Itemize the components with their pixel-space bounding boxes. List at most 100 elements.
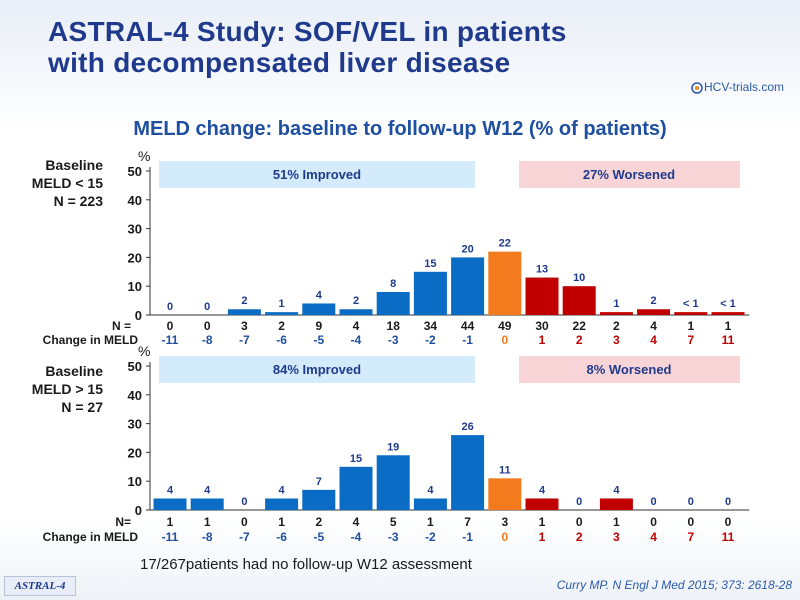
n-value: 5	[390, 515, 397, 529]
y-tick-label: 10	[128, 474, 142, 489]
x-tick-label: 7	[687, 333, 694, 347]
slide-title: ASTRAL-4 Study: SOF/VEL in patients with…	[48, 16, 567, 78]
n-value: 0	[167, 319, 174, 333]
x-tick-label: 2	[576, 530, 583, 544]
bar-value-label: 2	[241, 295, 247, 307]
bar-value-label: 0	[725, 496, 731, 508]
worsened-label: 8% Worsened	[586, 362, 671, 377]
y-axis-unit-label: %	[138, 148, 150, 164]
x-tick-label: -5	[313, 333, 324, 347]
worsened-label: 27% Worsened	[583, 167, 675, 182]
bar	[488, 478, 522, 510]
n-value: 2	[278, 319, 285, 333]
top-chart-side-label: Baseline MELD < 15 N = 223	[0, 156, 103, 210]
bar-value-label: 2	[353, 295, 359, 307]
x-tick-label: -6	[276, 333, 287, 347]
bar-value-label: 0	[167, 301, 173, 313]
n-value: 0	[204, 319, 211, 333]
n-value: 1	[204, 515, 211, 529]
bar-value-label: 0	[576, 496, 582, 508]
bar	[599, 312, 633, 315]
bar-value-label: 1	[613, 298, 619, 310]
bar-value-label: 4	[427, 484, 434, 496]
n-value: 2	[315, 515, 322, 529]
x-tick-label: -1	[462, 333, 473, 347]
x-tick-label: -8	[202, 530, 213, 544]
n-value: 0	[650, 515, 657, 529]
bar	[525, 498, 559, 510]
bar-value-label: 8	[390, 278, 396, 290]
title-line-1: ASTRAL-4 Study: SOF/VEL in patients	[48, 16, 567, 47]
x-tick-label: 1	[539, 530, 546, 544]
x-tick-label: -7	[239, 333, 250, 347]
n-value: 1	[427, 515, 434, 529]
y-tick-label: 50	[128, 359, 142, 374]
n-value: 22	[573, 319, 587, 333]
study-tag: ASTRAL-4	[4, 576, 76, 596]
n-value: 0	[576, 515, 583, 529]
n-value: 18	[387, 319, 401, 333]
bar-value-label: 26	[461, 421, 473, 433]
bar	[413, 271, 447, 315]
n-value: 0	[687, 515, 694, 529]
bar	[302, 489, 336, 510]
y-axis-unit-label: %	[138, 343, 150, 359]
y-tick-label: 40	[128, 388, 142, 403]
side-label-line: Baseline	[45, 363, 103, 379]
x-tick-label: -4	[351, 333, 362, 347]
bar	[190, 498, 224, 510]
bar	[339, 466, 373, 510]
worsened-box	[519, 356, 740, 383]
bar-value-label: 15	[424, 258, 436, 270]
bar	[376, 455, 410, 510]
bar-value-label: < 1	[720, 298, 736, 310]
side-label-line: MELD > 15	[31, 381, 103, 397]
bar	[265, 498, 299, 510]
bar-value-label: 4	[279, 484, 286, 496]
n-value: 30	[535, 319, 549, 333]
bar-value-label: 1	[279, 298, 285, 310]
bar	[711, 312, 745, 315]
x-tick-label: 2	[576, 333, 583, 347]
bar	[265, 312, 299, 315]
bar	[562, 286, 596, 315]
n-value: 7	[464, 515, 471, 529]
bar	[302, 303, 336, 315]
x-tick-label: -5	[313, 530, 324, 544]
x-tick-label: -3	[388, 333, 399, 347]
n-value: 34	[424, 319, 438, 333]
y-tick-label: 0	[135, 308, 142, 323]
n-value: 2	[613, 319, 620, 333]
bar	[637, 309, 671, 315]
bar-value-label: 11	[499, 464, 511, 476]
x-tick-label: -3	[388, 530, 399, 544]
x-tick-label: -7	[239, 530, 250, 544]
n-value: 1	[613, 515, 620, 529]
side-label-line: N = 27	[61, 399, 103, 415]
x-tick-label: -11	[162, 333, 179, 347]
x-tick-label: -8	[202, 333, 213, 347]
improved-box	[159, 161, 475, 188]
n-value: 1	[278, 515, 285, 529]
bar-value-label: 15	[350, 453, 362, 465]
worsened-box	[519, 161, 740, 188]
bar-value-label: 4	[539, 484, 546, 496]
x-tick-label: 4	[650, 530, 657, 544]
y-tick-label: 20	[128, 445, 142, 460]
n-value: 3	[501, 515, 508, 529]
improved-box	[159, 356, 475, 383]
bar-value-label: 4	[204, 484, 211, 496]
bar	[227, 309, 261, 315]
chart-subtitle: MELD change: baseline to follow-up W12 (…	[133, 118, 667, 140]
n-value: 4	[353, 319, 360, 333]
side-label-line: MELD < 15	[31, 175, 103, 191]
n-value: 1	[725, 319, 732, 333]
bar-value-label: 0	[651, 496, 657, 508]
x-tick-label: 3	[613, 530, 620, 544]
x-tick-label: -6	[276, 530, 287, 544]
y-tick-label: 40	[128, 193, 142, 208]
change-row-label: Change in MELD	[43, 333, 139, 347]
footnote: 17/267patients had no follow-up W12 asse…	[140, 556, 472, 573]
n-value: 0	[241, 515, 248, 529]
